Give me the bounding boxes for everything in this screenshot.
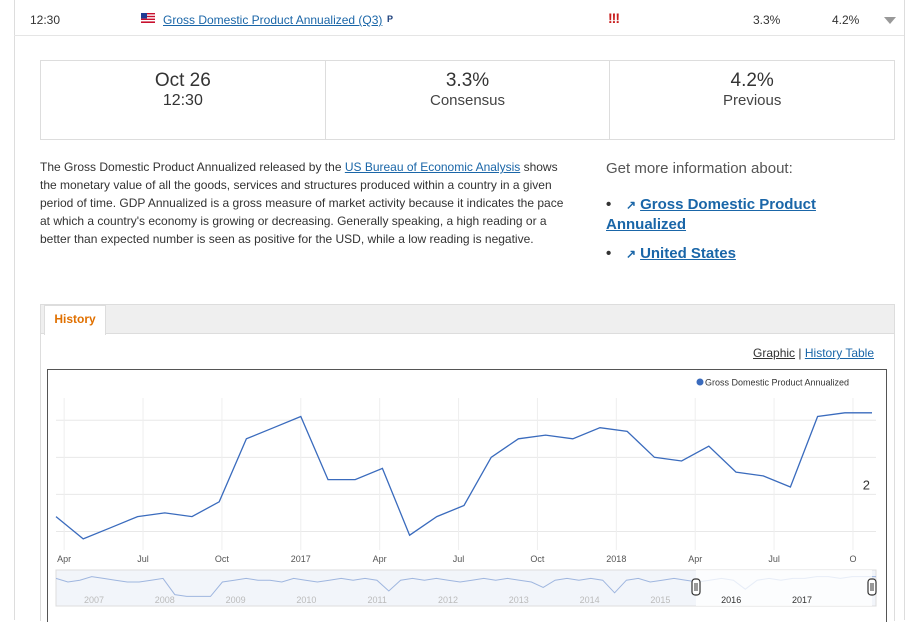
- x-tick-label: Jul: [137, 554, 149, 564]
- description-text-start: The Gross Domestic Product Annualized re…: [40, 160, 345, 174]
- tab-history[interactable]: History: [44, 305, 106, 335]
- event-description: The Gross Domestic Product Annualized re…: [40, 158, 565, 248]
- event-info-box: Oct 26 12:30 3.3% Consensus 4.2% Previou…: [40, 60, 895, 140]
- more-info-item[interactable]: • ↗Gross Domestic Product Annualized: [606, 195, 866, 234]
- legend-label: Gross Domestic Product Annualized: [705, 378, 849, 388]
- event-row[interactable]: 12:30 Gross Domestic Product Annualized …: [14, 0, 904, 36]
- preliminary-badge: P: [387, 14, 393, 24]
- history-panel: History Graphic | History Table 2 Apr Jul O…: [40, 304, 895, 621]
- external-link-icon: ↗: [626, 247, 636, 261]
- y-tick-label: 2: [863, 477, 870, 492]
- chart-svg: 2 Apr Jul Oct 2017 Apr Jul Oct 2018 Apr Jul O Gross …: [48, 370, 886, 622]
- history-tabstrip: History: [41, 305, 894, 334]
- info-date-cell: Oct 26 12:30: [41, 61, 326, 139]
- info-consensus-value: 3.3%: [326, 70, 610, 92]
- view-separator: |: [798, 346, 801, 360]
- x-tick-label: Oct: [530, 554, 545, 564]
- navigator-year-label: 2011: [368, 595, 387, 605]
- x-tick-label: Apr: [373, 554, 387, 564]
- navigator-year-label: 2008: [155, 595, 175, 605]
- info-consensus-label: Consensus: [326, 92, 610, 110]
- event-previous: 4.2%: [832, 13, 859, 27]
- navigator-handle-icon: [692, 579, 700, 595]
- navigator-year-label: 2012: [438, 595, 458, 605]
- x-tick-label: 2018: [606, 554, 626, 564]
- event-time: 12:30: [30, 13, 60, 27]
- x-tick-label: 2017: [291, 554, 311, 564]
- source-agency-link[interactable]: US Bureau of Economic Analysis: [345, 160, 520, 174]
- x-tick-label: Jul: [768, 554, 780, 564]
- history-table-link[interactable]: History Table: [805, 346, 874, 360]
- view-switch: Graphic | History Table: [753, 346, 874, 360]
- info-previous-cell: 4.2% Previous: [610, 61, 894, 139]
- info-date: Oct 26: [41, 70, 325, 92]
- importance-icon: !!!: [608, 10, 619, 26]
- navigator-year-label: 2017: [792, 595, 812, 605]
- navigator-handle-icon: [868, 579, 876, 595]
- bullet-icon: •: [606, 195, 611, 214]
- more-info-panel: Get more information about: • ↗Gross Dom…: [606, 160, 866, 274]
- info-consensus-cell: 3.3% Consensus: [326, 61, 611, 139]
- navigator-year-label: 2009: [226, 595, 246, 605]
- navigator-year-label: 2010: [296, 595, 316, 605]
- x-tick-label: Apr: [57, 554, 71, 564]
- history-chart[interactable]: 2 Apr Jul Oct 2017 Apr Jul Oct 2018 Apr Jul O Gross …: [47, 369, 887, 622]
- x-tick-label: O: [849, 554, 856, 564]
- us-flag-icon: [141, 13, 155, 23]
- external-link-icon: ↗: [626, 198, 636, 212]
- event-consensus: 3.3%: [753, 13, 780, 27]
- navigator-year-label: 2013: [509, 595, 529, 605]
- graphic-view-link[interactable]: Graphic: [753, 346, 795, 360]
- gdp-series-line: [56, 413, 872, 539]
- legend-marker: [697, 379, 704, 386]
- more-info-heading: Get more information about:: [606, 160, 866, 177]
- info-previous-label: Previous: [610, 92, 894, 110]
- x-tick-label: Apr: [688, 554, 702, 564]
- bullet-icon: •: [606, 244, 611, 263]
- panel-right-border: [904, 0, 905, 620]
- panel-left-border: [14, 0, 15, 620]
- navigator-year-label: 2016: [721, 595, 741, 605]
- more-info-link-country[interactable]: United States: [640, 245, 736, 262]
- info-previous-value: 4.2%: [610, 70, 894, 92]
- collapse-chevron-icon[interactable]: [884, 17, 896, 24]
- x-tick-label: Oct: [215, 554, 230, 564]
- x-tick-label: Jul: [453, 554, 465, 564]
- more-info-item[interactable]: • ↗ United States: [606, 244, 866, 264]
- info-time: 12:30: [41, 92, 325, 110]
- event-name-link[interactable]: Gross Domestic Product Annualized (Q3): [163, 13, 382, 27]
- navigator-year-label: 2014: [580, 595, 600, 605]
- navigator-year-label: 2015: [650, 595, 670, 605]
- more-info-link-gdp[interactable]: Gross Domestic Product Annualized: [606, 196, 816, 233]
- navigator-year-label: 2007: [84, 595, 104, 605]
